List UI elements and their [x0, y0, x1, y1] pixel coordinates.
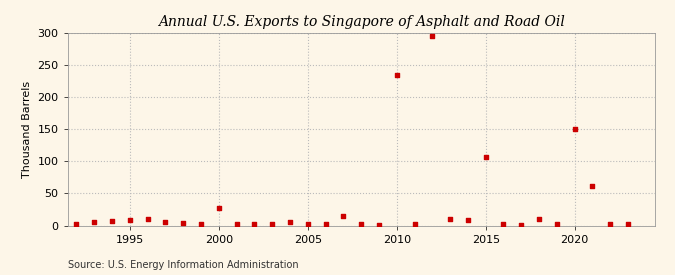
Point	[462, 218, 473, 222]
Point	[516, 223, 526, 227]
Point	[89, 220, 100, 224]
Point	[551, 222, 562, 226]
Point	[213, 205, 224, 210]
Point	[427, 34, 437, 39]
Point	[409, 222, 420, 226]
Point	[534, 217, 545, 221]
Point	[356, 222, 367, 226]
Point	[71, 221, 82, 226]
Point	[587, 183, 598, 188]
Point	[107, 219, 117, 223]
Point	[569, 126, 580, 131]
Point	[249, 222, 260, 226]
Point	[231, 221, 242, 226]
Point	[498, 222, 509, 226]
Point	[392, 73, 402, 78]
Point	[178, 221, 188, 225]
Point	[124, 218, 135, 222]
Point	[320, 222, 331, 226]
Point	[142, 217, 153, 221]
Point	[338, 214, 349, 218]
Point	[605, 221, 616, 226]
Point	[622, 222, 633, 226]
Title: Annual U.S. Exports to Singapore of Asphalt and Road Oil: Annual U.S. Exports to Singapore of Asph…	[158, 15, 564, 29]
Y-axis label: Thousand Barrels: Thousand Barrels	[22, 81, 32, 178]
Point	[481, 155, 491, 160]
Text: Source: U.S. Energy Information Administration: Source: U.S. Energy Information Administ…	[68, 260, 298, 270]
Point	[285, 220, 296, 224]
Point	[267, 222, 277, 226]
Point	[160, 220, 171, 224]
Point	[302, 222, 313, 226]
Point	[196, 221, 207, 226]
Point	[373, 223, 384, 227]
Point	[445, 217, 456, 221]
